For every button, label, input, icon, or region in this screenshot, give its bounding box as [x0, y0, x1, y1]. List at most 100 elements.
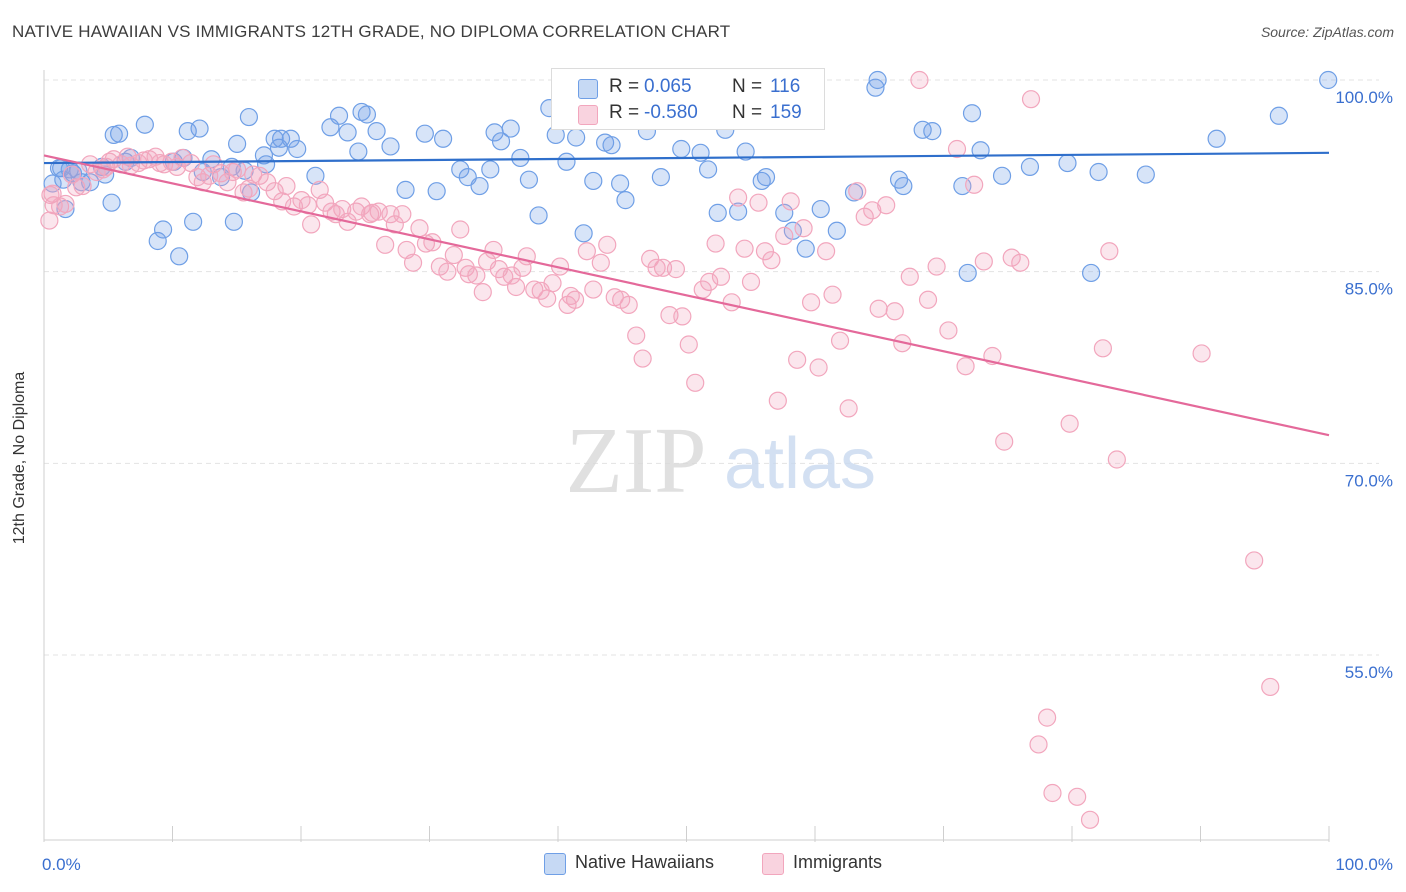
data-point	[768, 391, 787, 410]
data-point	[525, 280, 544, 299]
data-point	[427, 182, 446, 201]
data-point	[1192, 344, 1211, 363]
data-point	[338, 123, 357, 142]
data-point	[224, 212, 243, 231]
data-point	[1068, 787, 1087, 806]
data-point	[1093, 339, 1112, 358]
data-point	[329, 106, 349, 125]
data-point	[1100, 242, 1119, 261]
y-axis-label: 12th Grade, No Diploma	[11, 371, 28, 545]
data-point	[67, 178, 86, 197]
data-point	[686, 373, 705, 392]
data-point	[376, 235, 395, 254]
data-point	[393, 205, 412, 224]
axes	[43, 70, 1330, 842]
legend-swatch-blue	[544, 853, 566, 875]
data-point	[491, 132, 511, 151]
data-point	[467, 266, 486, 285]
data-point	[823, 285, 842, 304]
data-point	[900, 267, 919, 286]
data-point	[788, 350, 807, 369]
data-point	[817, 242, 836, 261]
data-point	[306, 166, 325, 185]
x-tick-label: 100.0%	[1335, 855, 1393, 874]
data-point	[381, 137, 400, 156]
data-point	[506, 277, 526, 297]
data-point	[756, 168, 776, 187]
data-point	[868, 70, 887, 90]
data-point	[239, 179, 259, 198]
data-point	[619, 295, 638, 314]
watermark-zip: ZIP	[566, 409, 707, 513]
data-point	[484, 240, 503, 260]
data-point	[627, 326, 646, 345]
data-point	[1043, 783, 1062, 803]
data-point	[939, 321, 958, 340]
data-point	[73, 176, 92, 196]
data-point	[910, 70, 929, 90]
data-point	[250, 166, 269, 185]
data-point	[1021, 90, 1041, 109]
n-value: 159	[770, 102, 802, 123]
data-point	[706, 234, 725, 253]
data-point	[653, 258, 673, 277]
data-point	[641, 249, 660, 268]
data-point	[1081, 263, 1101, 283]
data-point	[679, 335, 698, 354]
data-point	[894, 176, 913, 196]
data-point	[557, 152, 576, 171]
data-point	[1261, 677, 1280, 697]
data-point	[302, 215, 321, 234]
data-point	[403, 253, 423, 272]
data-point	[839, 399, 858, 418]
data-point	[265, 129, 284, 148]
data-point	[602, 136, 621, 155]
data-point	[473, 283, 492, 302]
data-point	[830, 331, 850, 350]
data-point	[827, 221, 846, 240]
data-point	[762, 251, 781, 270]
data-point	[357, 105, 377, 124]
data-point	[565, 290, 585, 309]
y-tick-label: 85.0%	[1345, 280, 1393, 299]
data-point	[244, 165, 263, 184]
data-point	[913, 120, 932, 139]
data-point	[801, 293, 821, 312]
legend-label: Native Hawaiians	[575, 852, 715, 872]
data-point	[396, 180, 415, 199]
data-point	[698, 160, 718, 179]
data-point	[369, 202, 388, 221]
data-point	[741, 272, 761, 291]
data-point	[256, 155, 276, 174]
data-point	[135, 115, 154, 134]
data-point	[470, 176, 489, 196]
data-point	[239, 107, 259, 127]
data-point	[666, 260, 686, 279]
data-point	[347, 202, 366, 221]
data-point	[749, 193, 768, 212]
data-point	[947, 139, 967, 159]
data-point	[102, 193, 121, 212]
data-point	[1319, 70, 1338, 90]
data-point	[459, 265, 478, 284]
data-point	[885, 302, 904, 321]
legend-swatch-pink	[578, 105, 598, 125]
data-point	[529, 206, 548, 225]
data-point	[877, 196, 896, 215]
data-point	[923, 122, 942, 141]
stats-legend: R = 0.065 N = 116 R = -0.580 N = 159	[551, 68, 825, 130]
data-point	[170, 247, 189, 266]
data-point	[178, 122, 197, 141]
data-point	[647, 258, 666, 277]
data-point	[228, 134, 247, 153]
stats-row-immigrants: R = -0.580 N = 159	[552, 99, 824, 127]
legend-label: Immigrants	[793, 852, 883, 872]
data-point	[736, 142, 755, 161]
data-point	[481, 160, 500, 179]
data-point	[543, 274, 562, 293]
data-point	[1038, 708, 1057, 727]
data-point	[200, 166, 219, 185]
data-point	[277, 176, 296, 196]
data-point	[433, 129, 453, 148]
